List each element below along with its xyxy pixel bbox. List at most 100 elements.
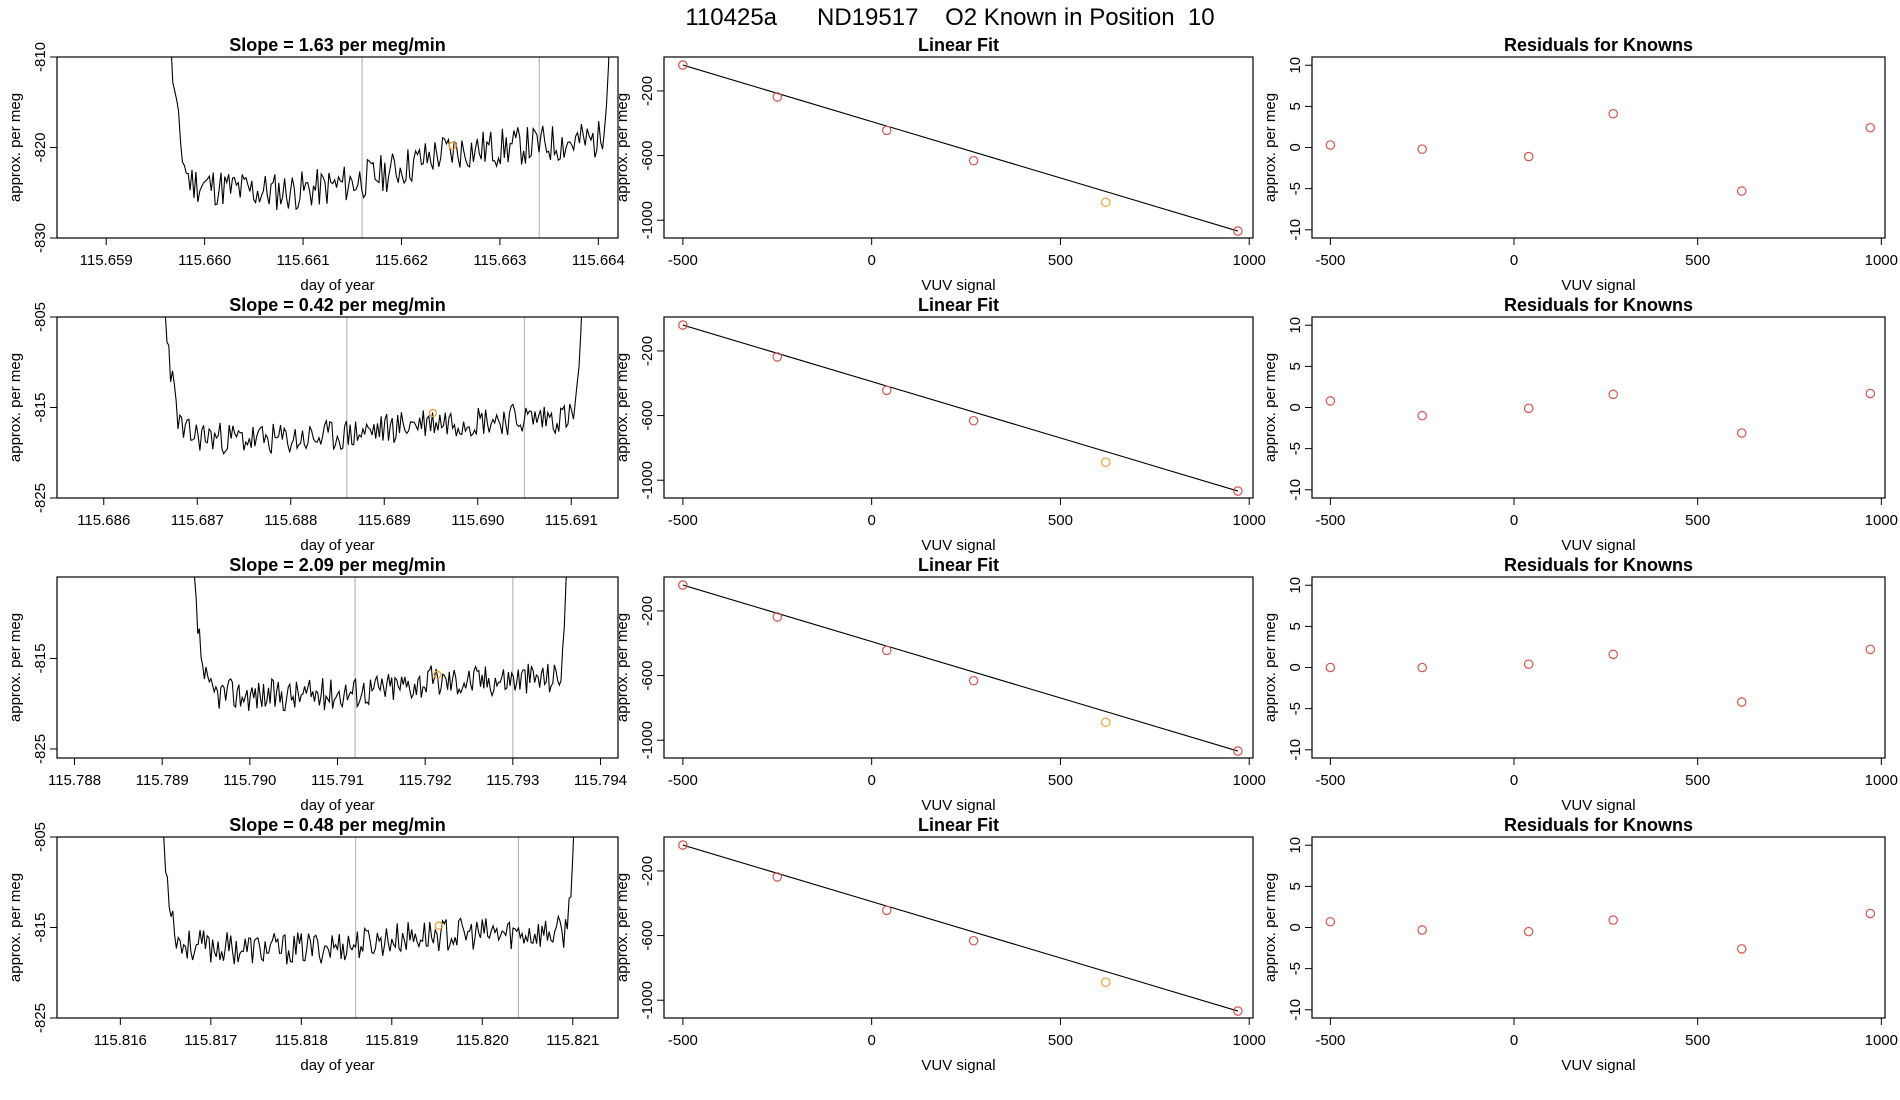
chart-title: Slope = 0.48 per meg/min: [229, 815, 446, 835]
data-point: [1736, 697, 1747, 707]
x-tick-label: 115.663: [473, 252, 526, 269]
x-tick-label: 0: [1510, 512, 1518, 529]
x-tick-label: 115.664: [572, 252, 625, 269]
x-tick-label: -500: [668, 252, 698, 269]
x-tick-label: 115.789: [136, 772, 189, 789]
y-tick-label: -1000: [639, 461, 656, 499]
plot-frame: [663, 576, 1254, 759]
y-tick-label: -825: [32, 483, 49, 513]
chart-title: Residuals for Knowns: [1504, 295, 1693, 315]
data-point: [968, 675, 979, 686]
y-tick-label: -10: [1287, 999, 1304, 1021]
chart-panel-r2c1: Linear Fit VUV signal approx. per meg -500 0…: [614, 555, 1266, 814]
x-tick-label: 0: [1510, 772, 1518, 789]
data-point: [881, 385, 892, 396]
chart-title: Residuals for Knowns: [1504, 555, 1693, 575]
y-tick-label: 0: [1287, 403, 1304, 411]
data-trace: [170, 57, 610, 211]
data-point: [1736, 186, 1747, 196]
highlight-point: [433, 670, 442, 679]
chart-panel-r0c0: Slope = 1.63 per meg/min day of year appro…: [7, 35, 625, 294]
x-axis-label: VUV signal: [921, 797, 995, 814]
highlight-point: [434, 921, 443, 930]
chart-panel-r2c0: Slope = 2.09 per meg/min day of year appro…: [7, 555, 627, 814]
highlight-point: [1100, 977, 1111, 988]
data-point: [881, 645, 892, 656]
data-point: [1865, 908, 1876, 919]
x-tick-label: 115.816: [94, 1032, 147, 1049]
y-tick-label: -805: [32, 822, 49, 852]
chart-title: Linear Fit: [918, 295, 999, 315]
y-tick-label: -810: [32, 42, 49, 72]
y-tick-label: 5: [1287, 622, 1304, 630]
chart-title: Residuals for Knowns: [1504, 35, 1693, 55]
x-tick-label: 115.790: [223, 772, 276, 789]
y-tick-label: 5: [1287, 362, 1304, 370]
x-tick-label: 115.788: [48, 772, 101, 789]
chart-title: Linear Fit: [918, 815, 999, 835]
data-point: [1865, 644, 1876, 655]
y-tick-label: -830: [32, 223, 49, 253]
x-axis-label: day of year: [300, 1057, 374, 1074]
x-tick-label: 1000: [1233, 512, 1266, 529]
chart-title: Linear Fit: [918, 35, 999, 55]
data-point: [1233, 226, 1243, 236]
y-tick-label: -815: [32, 643, 49, 673]
y-tick-label: -825: [32, 734, 49, 764]
data-point: [772, 92, 783, 102]
data-point: [1608, 108, 1618, 119]
x-tick-label: 1000: [1233, 772, 1266, 789]
data-point: [968, 935, 979, 946]
fit-line: [682, 584, 1239, 752]
x-tick-label: 115.791: [311, 772, 364, 789]
data-point: [1417, 144, 1427, 154]
highlight-point: [1100, 197, 1111, 208]
x-tick-label: 500: [1685, 1032, 1710, 1049]
chart-panel-r1c1: Linear Fit VUV signal approx. per meg -500 0…: [614, 295, 1266, 554]
x-tick-label: 115.691: [545, 512, 598, 529]
y-axis-label: approx. per meg: [1262, 873, 1279, 982]
y-axis-label: approx. per meg: [7, 613, 24, 722]
x-tick-label: -500: [1315, 772, 1345, 789]
data-point: [881, 125, 892, 136]
y-axis-label: approx. per meg: [614, 353, 631, 462]
data-point: [881, 905, 892, 916]
x-tick-label: 500: [1048, 1032, 1073, 1049]
x-tick-label: 500: [1685, 252, 1710, 269]
x-tick-label: 500: [1685, 512, 1710, 529]
y-tick-label: -10: [1287, 739, 1304, 761]
y-tick-label: 5: [1287, 882, 1304, 890]
data-point: [1736, 944, 1747, 954]
x-tick-label: 0: [1510, 252, 1518, 269]
x-tick-label: 1000: [1865, 1032, 1898, 1049]
y-axis-label: approx. per meg: [614, 873, 631, 982]
x-tick-label: 500: [1685, 772, 1710, 789]
plot-frame: [56, 836, 619, 1019]
x-tick-label: 115.821: [546, 1032, 599, 1049]
fit-line: [682, 324, 1239, 492]
y-tick-label: -1000: [639, 981, 656, 1019]
x-tick-label: -500: [668, 512, 698, 529]
data-point: [1233, 1006, 1243, 1016]
x-tick-label: 115.792: [399, 772, 452, 789]
chart-panel-r1c0: Slope = 0.42 per meg/min day of year appro…: [7, 295, 619, 554]
x-axis-label: day of year: [300, 797, 374, 814]
chart-panel-r2c2: Residuals for Knowns VUV signal approx. pe…: [1262, 555, 1898, 814]
x-tick-label: 0: [1510, 1032, 1518, 1049]
x-axis-label: VUV signal: [1561, 1057, 1635, 1074]
plot-frame: [56, 56, 619, 239]
data-point: [678, 580, 688, 590]
x-tick-label: 1000: [1865, 512, 1898, 529]
y-tick-label: 0: [1287, 663, 1304, 671]
y-tick-label: -200: [639, 336, 656, 366]
x-tick-label: -500: [668, 772, 698, 789]
data-point: [678, 840, 688, 850]
plot-frame: [663, 56, 1254, 239]
plot-frame: [56, 316, 619, 499]
figure-title: 110425a ND19517 O2 Known in Position 10: [685, 4, 1215, 31]
data-point: [1523, 659, 1534, 670]
data-point: [1523, 151, 1534, 162]
x-tick-label: 500: [1048, 772, 1073, 789]
x-tick-label: 0: [867, 252, 875, 269]
y-axis-label: approx. per meg: [7, 353, 24, 462]
